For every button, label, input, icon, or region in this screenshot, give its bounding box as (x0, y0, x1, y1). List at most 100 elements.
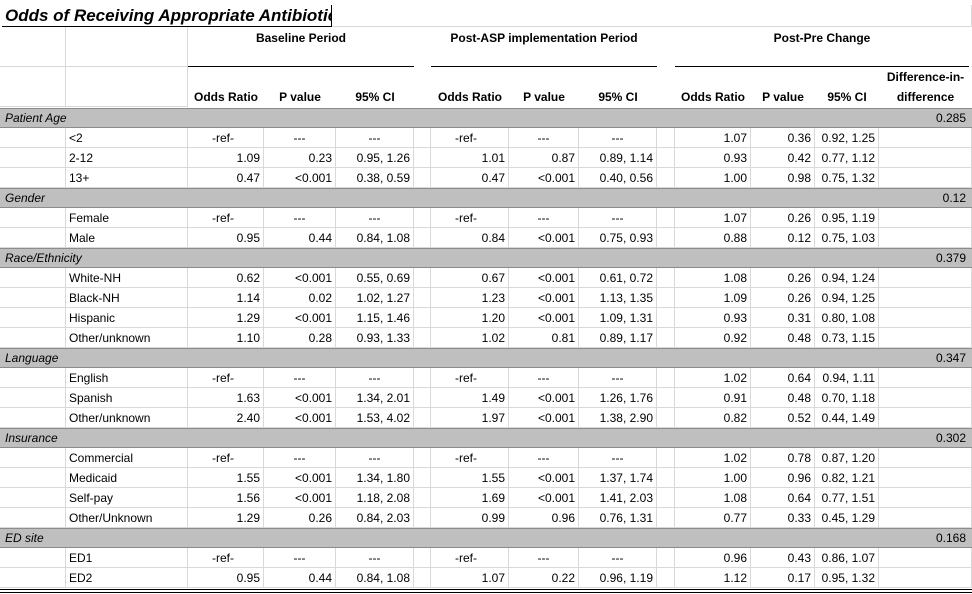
section-label[interactable]: Race/Ethnicity (5, 251, 82, 265)
cell-baseline-p[interactable]: 0.26 (264, 508, 336, 528)
cell-baseline-or[interactable]: 1.09 (188, 148, 264, 168)
period-baseline[interactable]: Baseline Period (255, 31, 347, 45)
cell-post-or[interactable]: 1.07 (431, 568, 509, 588)
header-did-line1[interactable]: Difference-in- (886, 70, 965, 84)
section-did[interactable]: 0.12 (942, 191, 966, 205)
period-change[interactable]: Post-Pre Change (773, 31, 871, 45)
cell-baseline-or[interactable]: 1.10 (188, 328, 264, 348)
cell-post-p[interactable]: 0.96 (509, 508, 579, 528)
cell-baseline-ci[interactable]: 0.95, 1.26 (336, 148, 414, 168)
cell-change-or[interactable]: 0.93 (675, 308, 751, 328)
cell-change-p[interactable]: 0.98 (751, 168, 815, 188)
cell-baseline-or[interactable]: -ref- (188, 368, 264, 388)
cell-change-ci[interactable]: 0.94, 1.25 (815, 288, 879, 308)
section-did[interactable]: 0.347 (935, 351, 966, 365)
cell-baseline-ci[interactable]: --- (336, 128, 414, 148)
cell-baseline-or[interactable]: 1.29 (188, 308, 264, 328)
cell-post-or[interactable]: -ref- (431, 548, 509, 568)
cell-change-or[interactable]: 1.12 (675, 568, 751, 588)
cell-change-p[interactable]: 0.42 (751, 148, 815, 168)
cell-post-or[interactable]: -ref- (431, 368, 509, 388)
section-label[interactable]: Insurance (5, 431, 58, 445)
cell-change-or[interactable]: 0.77 (675, 508, 751, 528)
cell-post-p[interactable]: <0.001 (509, 388, 579, 408)
cell-change-or[interactable]: 0.96 (675, 548, 751, 568)
cell-change-ci[interactable]: 0.45, 1.29 (815, 508, 879, 528)
cell-change-ci[interactable]: 0.73, 1.15 (815, 328, 879, 348)
cell-post-p[interactable]: 0.22 (509, 568, 579, 588)
section-label[interactable]: Language (5, 351, 59, 365)
cell-baseline-or[interactable]: -ref- (188, 548, 264, 568)
cell-change-ci[interactable]: 0.75, 1.03 (815, 228, 879, 248)
row-label[interactable]: <2 (66, 128, 188, 148)
cell-post-or[interactable]: 1.69 (431, 488, 509, 508)
cell-change-p[interactable]: 0.43 (751, 548, 815, 568)
cell-post-ci[interactable]: 0.40, 0.56 (579, 168, 657, 188)
cell-post-or[interactable]: 1.01 (431, 148, 509, 168)
cell-baseline-ci[interactable]: 1.02, 1.27 (336, 288, 414, 308)
cell-baseline-ci[interactable]: 0.38, 0.59 (336, 168, 414, 188)
cell-change-ci[interactable]: 0.80, 1.08 (815, 308, 879, 328)
cell-baseline-or[interactable]: 1.14 (188, 288, 264, 308)
table-title[interactable]: Odds of Receiving Appropriate Antibiotic (2, 5, 332, 27)
cell-change-or[interactable]: 0.82 (675, 408, 751, 428)
row-label[interactable]: Commercial (66, 448, 188, 468)
cell-change-p[interactable]: 0.12 (751, 228, 815, 248)
cell-post-p[interactable]: --- (509, 368, 579, 388)
cell-change-or[interactable]: 1.07 (675, 128, 751, 148)
cell-baseline-ci[interactable]: --- (336, 208, 414, 228)
cell-post-p[interactable]: <0.001 (509, 168, 579, 188)
cell-post-ci[interactable]: --- (579, 128, 657, 148)
cell-baseline-or[interactable]: 0.62 (188, 268, 264, 288)
cell-post-ci[interactable]: 0.75, 0.93 (579, 228, 657, 248)
row-label[interactable]: Self-pay (66, 488, 188, 508)
cell-change-or[interactable]: 0.93 (675, 148, 751, 168)
cell-baseline-p[interactable]: 0.28 (264, 328, 336, 348)
cell-baseline-or[interactable]: 0.47 (188, 168, 264, 188)
cell-post-p[interactable]: <0.001 (509, 488, 579, 508)
cell-baseline-ci[interactable]: --- (336, 548, 414, 568)
cell-post-p[interactable]: <0.001 (509, 288, 579, 308)
cell-baseline-ci[interactable]: 0.55, 0.69 (336, 268, 414, 288)
cell-change-ci[interactable]: 0.94, 1.11 (815, 368, 879, 388)
cell-post-p[interactable]: --- (509, 128, 579, 148)
cell-change-or[interactable]: 1.07 (675, 208, 751, 228)
cell-post-p[interactable]: 0.87 (509, 148, 579, 168)
cell-baseline-or[interactable]: 1.56 (188, 488, 264, 508)
cell-post-or[interactable]: 0.67 (431, 268, 509, 288)
row-label[interactable]: ED1 (66, 548, 188, 568)
cell-change-ci[interactable]: 0.86, 1.07 (815, 548, 879, 568)
cell-post-p[interactable]: <0.001 (509, 228, 579, 248)
cell-post-or[interactable]: 1.02 (431, 328, 509, 348)
header-post-or[interactable]: Odds Ratio (437, 90, 502, 104)
cell-change-or[interactable]: 1.08 (675, 488, 751, 508)
cell-post-ci[interactable]: --- (579, 548, 657, 568)
cell-baseline-or[interactable]: 1.55 (188, 468, 264, 488)
section-label[interactable]: Gender (5, 191, 46, 205)
header-baseline-or[interactable]: Odds Ratio (193, 90, 258, 104)
cell-baseline-p[interactable]: 0.02 (264, 288, 336, 308)
header-change-ci[interactable]: 95% CI (827, 90, 867, 104)
cell-change-ci[interactable]: 0.77, 1.51 (815, 488, 879, 508)
cell-post-ci[interactable]: --- (579, 448, 657, 468)
row-label[interactable]: Other/unknown (66, 328, 188, 348)
row-label[interactable]: Spanish (66, 388, 188, 408)
cell-post-ci[interactable]: 1.26, 1.76 (579, 388, 657, 408)
section-did[interactable]: 0.285 (935, 111, 966, 125)
cell-baseline-ci[interactable]: 1.15, 1.46 (336, 308, 414, 328)
cell-baseline-p[interactable]: <0.001 (264, 308, 336, 328)
cell-post-ci[interactable]: 0.61, 0.72 (579, 268, 657, 288)
header-did-line2[interactable]: difference (896, 90, 955, 104)
row-label[interactable]: Black-NH (66, 288, 188, 308)
cell-change-p[interactable]: 0.64 (751, 368, 815, 388)
cell-baseline-or[interactable]: 2.40 (188, 408, 264, 428)
cell-baseline-ci[interactable]: 1.34, 2.01 (336, 388, 414, 408)
cell-change-p[interactable]: 0.96 (751, 468, 815, 488)
cell-change-p[interactable]: 0.33 (751, 508, 815, 528)
cell-baseline-or[interactable]: 1.63 (188, 388, 264, 408)
cell-post-p[interactable]: <0.001 (509, 268, 579, 288)
cell-change-p[interactable]: 0.52 (751, 408, 815, 428)
cell-change-ci[interactable]: 0.75, 1.32 (815, 168, 879, 188)
cell-post-ci[interactable]: 1.38, 2.90 (579, 408, 657, 428)
section-did[interactable]: 0.302 (935, 431, 966, 445)
